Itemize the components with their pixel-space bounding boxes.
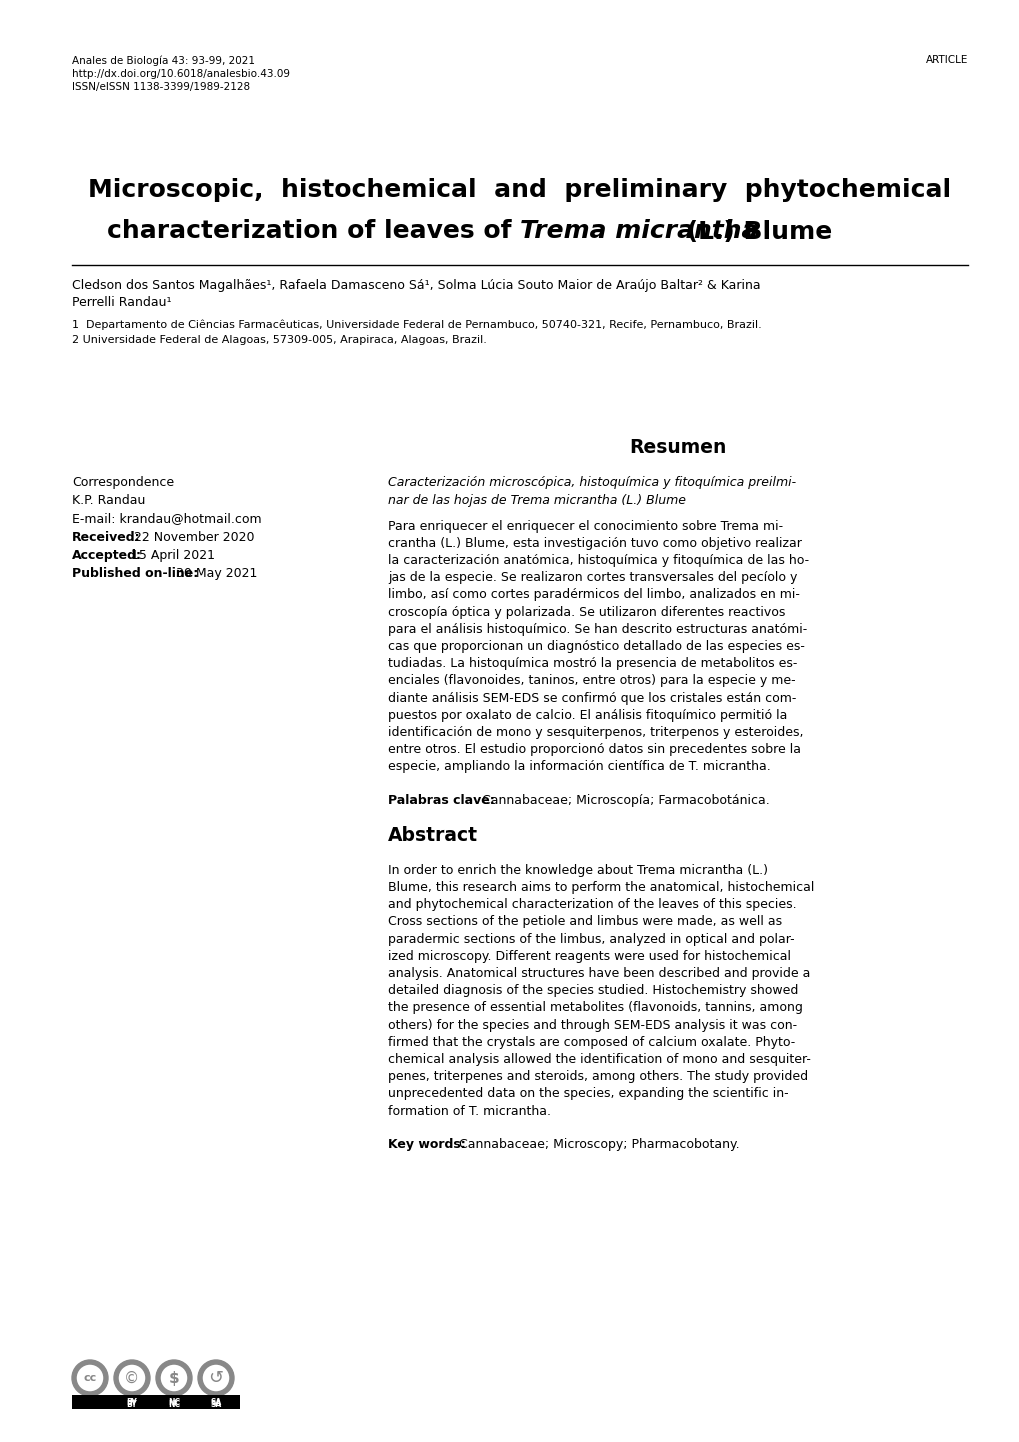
Text: (L.) Blume: (L.) Blume (678, 219, 832, 244)
Text: NC: NC (168, 1397, 180, 1407)
Text: SA: SA (210, 1397, 221, 1407)
Text: nar de las hojas de Trema micrantha (L.) Blume: nar de las hojas de Trema micrantha (L.)… (387, 493, 686, 508)
Text: 15 April 2021: 15 April 2021 (127, 549, 215, 562)
Text: Cannabaceae; Microscopía; Farmacobotánica.: Cannabaceae; Microscopía; Farmacobotánic… (478, 795, 769, 808)
Text: Caracterización microscópica, histoquímica y fitoquímica preilmi-: Caracterización microscópica, histoquími… (387, 476, 796, 489)
Text: ↺: ↺ (208, 1368, 223, 1387)
Text: http://dx.doi.org/10.6018/analesbio.43.09: http://dx.doi.org/10.6018/analesbio.43.0… (72, 69, 289, 78)
Text: 30 May 2021: 30 May 2021 (172, 567, 257, 580)
Text: Abstract: Abstract (387, 826, 478, 845)
Text: Accepted:: Accepted: (72, 549, 142, 562)
Text: NC: NC (168, 1400, 180, 1409)
Text: ISSN/eISSN 1138-3399/1989-2128: ISSN/eISSN 1138-3399/1989-2128 (72, 82, 250, 92)
Text: Published on-line:: Published on-line: (72, 567, 198, 580)
Text: K.P. Randau: K.P. Randau (72, 493, 146, 508)
Text: 22 November 2020: 22 November 2020 (129, 531, 255, 545)
Text: Cledson dos Santos Magalhães¹, Rafaela Damasceno Sá¹, Solma Lúcia Souto Maior de: Cledson dos Santos Magalhães¹, Rafaela D… (72, 278, 760, 310)
Text: In order to enrich the knowledge about Trema micrantha (L.)
Blume, this research: In order to enrich the knowledge about T… (387, 864, 813, 1118)
Text: Trema micrantha: Trema micrantha (520, 219, 758, 244)
Circle shape (159, 1363, 189, 1393)
Text: $: $ (168, 1370, 179, 1386)
Text: Palabras clave:: Palabras clave: (387, 795, 494, 808)
Text: ARTICLE: ARTICLE (924, 55, 967, 65)
Text: BY: BY (126, 1400, 138, 1409)
Text: Para enriquecer el enriquecer el conocimiento sobre Trema mi-
crantha (L.) Blume: Para enriquecer el enriquecer el conocim… (387, 519, 808, 773)
Text: Anales de Biología 43: 93-99, 2021: Anales de Biología 43: 93-99, 2021 (72, 55, 255, 65)
Text: ©: © (124, 1370, 140, 1386)
FancyBboxPatch shape (72, 1394, 239, 1409)
Text: Resumen: Resumen (629, 438, 726, 457)
Circle shape (201, 1363, 230, 1393)
Text: SA: SA (210, 1400, 221, 1409)
Circle shape (75, 1363, 105, 1393)
Circle shape (72, 1360, 108, 1396)
Text: BY: BY (126, 1397, 138, 1407)
Text: Cannabaceae; Microscopy; Pharmacobotany.: Cannabaceae; Microscopy; Pharmacobotany. (454, 1138, 739, 1151)
Circle shape (114, 1360, 150, 1396)
Text: Correspondence: Correspondence (72, 476, 174, 489)
Text: Key words:: Key words: (387, 1138, 466, 1151)
Text: characterization of leaves of: characterization of leaves of (107, 219, 520, 244)
Circle shape (156, 1360, 192, 1396)
Text: 1  Departamento de Ciências Farmacêuticas, Universidade Federal de Pernambuco, 5: 1 Departamento de Ciências Farmacêuticas… (72, 319, 761, 330)
Text: Microscopic,  histochemical  and  preliminary  phytochemical: Microscopic, histochemical and prelimina… (89, 177, 951, 202)
Circle shape (117, 1363, 147, 1393)
Circle shape (198, 1360, 233, 1396)
Text: Received:: Received: (72, 531, 141, 545)
Text: E-mail: krandau@hotmail.com: E-mail: krandau@hotmail.com (72, 512, 261, 525)
Text: 2 Universidade Federal de Alagoas, 57309-005, Arapiraca, Alagoas, Brazil.: 2 Universidade Federal de Alagoas, 57309… (72, 335, 486, 345)
Text: cc: cc (84, 1373, 97, 1383)
